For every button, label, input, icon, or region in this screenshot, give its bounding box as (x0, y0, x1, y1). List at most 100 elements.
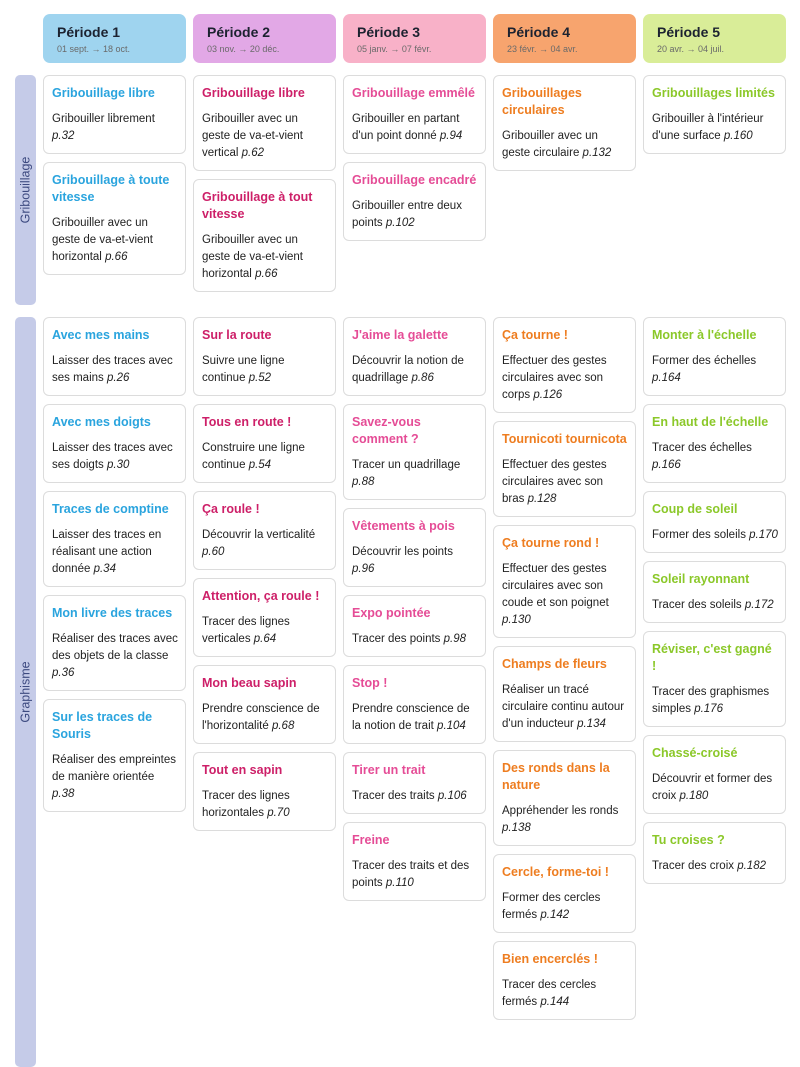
activity-card[interactable]: Tu croises ? Tracer des croix p.182 (643, 822, 786, 884)
activity-description-text: Laisser des traces en réalisant une acti… (52, 529, 162, 575)
activity-page-ref: p.66 (255, 268, 278, 280)
section-label-wrap: Graphisme (15, 317, 36, 1067)
activity-description: Découvrir les points p.96 (352, 544, 478, 578)
activity-card[interactable]: Avec mes doigts Laisser des traces avec s… (43, 404, 186, 483)
activity-card[interactable]: Chassé-croisé Découvrir et former des cro… (643, 735, 786, 814)
activity-description-text: Tracer des lignes horizontales (202, 790, 290, 819)
activity-description-text: Tracer des points (352, 633, 441, 645)
period-title: Période 4 (507, 24, 571, 40)
activity-page-ref: p.130 (502, 614, 531, 626)
activity-title: Gribouillages limités (652, 86, 775, 100)
activity-title: Coup de soleil (652, 502, 738, 516)
activity-description: Effectuer des gestes circulaires avec so… (502, 457, 628, 508)
activity-page-ref: p.62 (241, 147, 265, 159)
activity-card[interactable]: Tout en sapin Tracer des lignes horizonta… (193, 752, 336, 831)
activity-page-ref: p.64 (253, 633, 277, 645)
activity-card[interactable]: Gribouillage libre Gribouiller librement … (43, 75, 186, 154)
activity-title: Gribouillage libre (202, 86, 305, 100)
activity-card[interactable]: Attention, ça roule ! Tracer des lignes v… (193, 578, 336, 657)
activity-description: Gribouiller en partant d'un point donné … (352, 111, 478, 145)
activity-card[interactable]: Soleil rayonnant Tracer des soleils p.172 (643, 561, 786, 623)
section-bar-graphisme (15, 317, 36, 1067)
activity-card[interactable]: Freine Tracer des traits et des points p.… (343, 822, 486, 901)
activity-card[interactable]: Tous en route ! Construire une ligne cont… (193, 404, 336, 483)
activity-description: Découvrir la notion de quadrillage p.86 (352, 353, 478, 387)
section-label: Gribouillage (18, 156, 33, 224)
activity-card[interactable]: Gribouillage à toute vitesse Gribouiller … (43, 162, 186, 275)
activity-card[interactable]: En haut de l'échelle Tracer des échelles … (643, 404, 786, 483)
activity-card[interactable]: Gribouillages circulaires Gribouiller ave… (493, 75, 636, 171)
period-dates: 03 nov. → 20 déc. (207, 44, 280, 54)
activity-title: Tournicoti tournicota (502, 432, 627, 446)
activity-title: Attention, ça roule ! (202, 589, 320, 603)
activity-description: Laisser des traces avec ses mains p.26 (52, 353, 178, 387)
activity-card[interactable]: Des ronds dans la nature Appréhender les … (493, 750, 636, 846)
activity-description-text: Tracer un quadrillage (352, 459, 461, 471)
period-title: Période 3 (357, 24, 421, 40)
activity-card[interactable]: J'aime la galette Découvrir la notion de … (343, 317, 486, 396)
activity-card[interactable]: Traces de comptine Laisser des traces en … (43, 491, 186, 587)
activity-description-text: Tracer des cercles fermés (502, 979, 597, 1008)
section-label: Graphisme (18, 661, 33, 723)
activity-description-text: Tracer des échelles (652, 442, 752, 454)
activity-title: Gribouillage à toute vitesse (52, 173, 170, 204)
activity-card[interactable]: Champs de fleurs Réaliser un tracé circul… (493, 646, 636, 742)
activity-description-text: Gribouiller avec un geste circulaire (502, 130, 598, 159)
activity-card[interactable]: Gribouillage à tout vitesse Gribouiller a… (193, 179, 336, 292)
activity-card[interactable]: Ça roule ! Découvrir la verticalité p.60 (193, 491, 336, 570)
activity-column-period-4: Gribouillages circulaires Gribouiller ave… (493, 75, 636, 179)
activity-card[interactable]: Monter à l'échelle Former des échelles p.… (643, 317, 786, 396)
activity-card[interactable]: Vêtements à pois Découvrir les points p.9… (343, 508, 486, 587)
activity-title: Champs de fleurs (502, 657, 607, 671)
activity-description: Gribouiller avec un geste de va-et-vient… (202, 111, 328, 162)
activity-card[interactable]: Réviser, c'est gagné ! Tracer des graphis… (643, 631, 786, 727)
activity-column-period-5: Gribouillages limités Gribouiller à l'int… (643, 75, 786, 162)
activity-card[interactable]: Coup de soleil Former des soleils p.170 (643, 491, 786, 553)
activity-description: Tracer des lignes horizontales p.70 (202, 788, 328, 822)
activity-card[interactable]: Mon beau sapin Prendre conscience de l'ho… (193, 665, 336, 744)
activity-description: Former des échelles p.164 (652, 353, 778, 387)
activity-description: Tracer des échelles p.166 (652, 440, 778, 474)
activity-description-text: Tracer des croix (652, 860, 735, 872)
period-header-1: Période 1 01 sept. → 18 oct. (43, 14, 186, 63)
activity-description: Réaliser un tracé circulaire continu aut… (502, 682, 628, 733)
activity-description: Gribouiller avec un geste de va-et-vient… (52, 215, 178, 266)
activity-description-text: Former des échelles (652, 355, 757, 367)
activity-card[interactable]: Sur les traces de Souris Réaliser des emp… (43, 699, 186, 812)
activity-card[interactable]: Avec mes mains Laisser des traces avec se… (43, 317, 186, 396)
activity-card[interactable]: Gribouillage encadré Gribouiller entre de… (343, 162, 486, 241)
activity-title: Freine (352, 833, 390, 847)
activity-card[interactable]: Ça tourne rond ! Effectuer des gestes cir… (493, 525, 636, 638)
activity-title: Gribouillage emmêlé (352, 86, 475, 100)
activity-description: Réaliser des traces avec des objets de l… (52, 631, 178, 682)
activity-card[interactable]: Gribouillages limités Gribouiller à l'int… (643, 75, 786, 154)
activity-page-ref: p.36 (52, 667, 75, 679)
activity-card[interactable]: Gribouillage emmêlé Gribouiller en partan… (343, 75, 486, 154)
activity-page-ref: p.126 (533, 389, 563, 401)
activity-description-text: Gribouiller avec un geste de va-et-vient… (202, 113, 304, 159)
period-dates: 05 janv. → 07 févr. (357, 44, 432, 54)
activity-card[interactable]: Cercle, forme-toi ! Former des cercles fe… (493, 854, 636, 933)
activity-card[interactable]: Expo pointée Tracer des points p.98 (343, 595, 486, 657)
activity-column-period-4: Ça tourne ! Effectuer des gestes circulai… (493, 317, 636, 1028)
activity-description: Laisser des traces en réalisant une acti… (52, 527, 178, 578)
activity-description-text: Former des soleils (652, 529, 746, 541)
activity-description: Gribouiller entre deux points p.102 (352, 198, 478, 232)
activity-page-ref: p.86 (411, 372, 434, 384)
activity-card[interactable]: Sur la route Suivre une ligne continue p.… (193, 317, 336, 396)
activity-description-text: Réaliser un tracé circulaire continu aut… (502, 684, 625, 730)
activity-title: Sur la route (202, 328, 272, 342)
activity-card[interactable]: Gribouillage libre Gribouiller avec un ge… (193, 75, 336, 171)
activity-card[interactable]: Ça tourne ! Effectuer des gestes circulai… (493, 317, 636, 413)
activity-card[interactable]: Bien encerclés ! Tracer des cercles fermé… (493, 941, 636, 1020)
activity-card[interactable]: Tournicoti tournicota Effectuer des geste… (493, 421, 636, 517)
activity-description: Gribouiller avec un geste de va-et-vient… (202, 232, 328, 283)
activity-description: Tracer des cercles fermés p.144 (502, 977, 628, 1011)
activity-card[interactable]: Mon livre des traces Réaliser des traces … (43, 595, 186, 691)
activity-description: Tracer des traits p.106 (352, 788, 478, 805)
activity-card[interactable]: Tirer un trait Tracer des traits p.106 (343, 752, 486, 814)
activity-description-text: Gribouiller librement (52, 113, 155, 125)
activity-card[interactable]: Savez-vous comment ? Tracer un quadrillag… (343, 404, 486, 500)
activity-description: Former des cercles fermés p.142 (502, 890, 628, 924)
activity-card[interactable]: Stop ! Prendre conscience de la notion de… (343, 665, 486, 744)
